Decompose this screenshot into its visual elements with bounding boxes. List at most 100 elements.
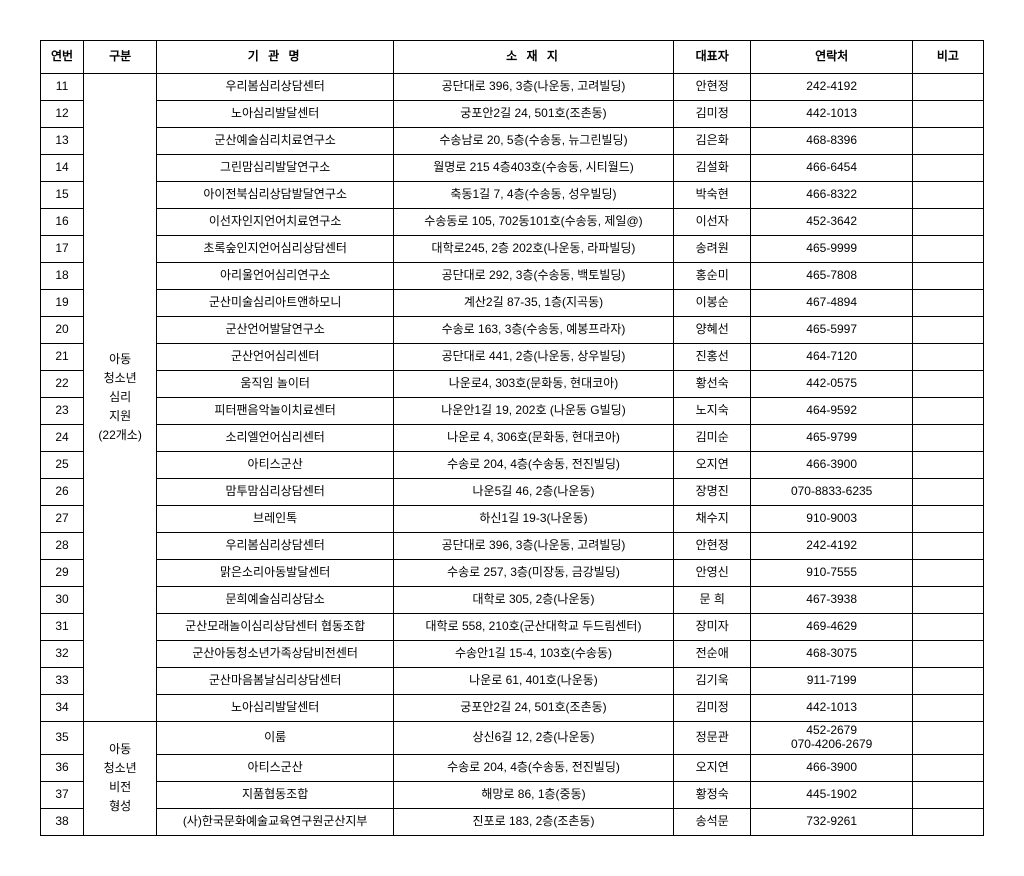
cell-rep: 안현정 — [673, 533, 751, 560]
cell-tel: 452-2679070-4206-2679 — [751, 722, 912, 755]
cell-no: 32 — [41, 641, 84, 668]
table-row: 16이선자인지언어치료연구소수송동로 105, 702동101호(수송동, 제일… — [41, 209, 984, 236]
cell-rep: 이봉순 — [673, 290, 751, 317]
cell-org: 아리울언어심리연구소 — [157, 263, 394, 290]
cell-note — [912, 781, 983, 808]
cell-addr: 수송로 204, 4층(수송동, 전진빌딩) — [394, 452, 674, 479]
cell-rep: 김미정 — [673, 101, 751, 128]
cell-addr: 공단대로 292, 3층(수송동, 백토빌딩) — [394, 263, 674, 290]
cell-note — [912, 344, 983, 371]
cell-rep: 안영신 — [673, 560, 751, 587]
table-row: 36아티스군산수송로 204, 4층(수송동, 전진빌딩)오지연466-3900 — [41, 754, 984, 781]
cell-no: 36 — [41, 754, 84, 781]
cell-rep: 정문관 — [673, 722, 751, 755]
cell-no: 13 — [41, 128, 84, 155]
cell-addr: 나운로4, 303호(문화동, 현대코아) — [394, 371, 674, 398]
cell-no: 11 — [41, 74, 84, 101]
cell-note — [912, 560, 983, 587]
cell-rep: 문 희 — [673, 587, 751, 614]
cell-org: 우리봄심리상담센터 — [157, 74, 394, 101]
table-row: 29맑은소리아동발달센터수송로 257, 3층(미장동, 금강빌딩)안영신910… — [41, 560, 984, 587]
cell-tel: 466-6454 — [751, 155, 912, 182]
cell-rep: 김기욱 — [673, 668, 751, 695]
cell-tel: 910-9003 — [751, 506, 912, 533]
cell-rep: 송석문 — [673, 808, 751, 835]
cell-org: (사)한국문화예술교육연구원군산지부 — [157, 808, 394, 835]
cell-rep: 진홍선 — [673, 344, 751, 371]
cell-rep: 양혜선 — [673, 317, 751, 344]
cell-tel: 464-9592 — [751, 398, 912, 425]
cell-no: 31 — [41, 614, 84, 641]
cell-addr: 수송안1길 15-4, 103호(수송동) — [394, 641, 674, 668]
cell-addr: 나운로 4, 306호(문화동, 현대코아) — [394, 425, 674, 452]
cell-addr: 궁포안2길 24, 501호(조촌동) — [394, 695, 674, 722]
table-row: 28우리봄심리상담센터공단대로 396, 3층(나운동, 고려빌딩)안현정242… — [41, 533, 984, 560]
table-row: 32군산아동청소년가족상담비전센터수송안1길 15-4, 103호(수송동)전순… — [41, 641, 984, 668]
header-no: 연번 — [41, 41, 84, 74]
cell-tel: 465-9999 — [751, 236, 912, 263]
table-row: 14그린맘심리발달연구소월명로 215 4층403호(수송동, 시티월드)김설화… — [41, 155, 984, 182]
cell-tel: 070-8833-6235 — [751, 479, 912, 506]
cell-addr: 나운5길 46, 2층(나운동) — [394, 479, 674, 506]
cell-rep: 박숙현 — [673, 182, 751, 209]
cell-rep: 전순애 — [673, 641, 751, 668]
cell-no: 22 — [41, 371, 84, 398]
cell-org: 맘투맘심리상담센터 — [157, 479, 394, 506]
table-header-row: 연번 구분 기 관 명 소 재 지 대표자 연락처 비고 — [41, 41, 984, 74]
cell-note — [912, 290, 983, 317]
cell-no: 16 — [41, 209, 84, 236]
cell-tel: 468-8396 — [751, 128, 912, 155]
cell-no: 26 — [41, 479, 84, 506]
cell-addr: 수송로 163, 3층(수송동, 예봉프라자) — [394, 317, 674, 344]
cell-tel: 465-5997 — [751, 317, 912, 344]
cell-tel: 465-9799 — [751, 425, 912, 452]
cell-note — [912, 263, 983, 290]
cell-note — [912, 101, 983, 128]
cell-no: 24 — [41, 425, 84, 452]
table-row: 27브레인톡하신1길 19-3(나운동)채수지910-9003 — [41, 506, 984, 533]
table-row: 20군산언어발달연구소수송로 163, 3층(수송동, 예봉프라자)양혜선465… — [41, 317, 984, 344]
table-row: 30문희예술심리상담소대학로 305, 2층(나운동)문 희467-3938 — [41, 587, 984, 614]
cell-note — [912, 209, 983, 236]
cell-rep: 장명진 — [673, 479, 751, 506]
cell-addr: 해망로 86, 1층(중동) — [394, 781, 674, 808]
table-row: 26 맘투맘심리상담센터나운5길 46, 2층(나운동)장명진070-8833-6… — [41, 479, 984, 506]
cell-org: 아이전북심리상담발달연구소 — [157, 182, 394, 209]
cell-note — [912, 398, 983, 425]
cell-tel: 242-4192 — [751, 74, 912, 101]
cell-tel: 910-7555 — [751, 560, 912, 587]
table-row: 23피터팬음악놀이치료센터나운안1길 19, 202호 (나운동 G빌딩)노지숙… — [41, 398, 984, 425]
cell-addr: 축동1길 7, 4층(수송동, 성우빌딩) — [394, 182, 674, 209]
cell-tel: 442-1013 — [751, 101, 912, 128]
cell-tel: 464-7120 — [751, 344, 912, 371]
cell-addr: 상신6길 12, 2층(나운동) — [394, 722, 674, 755]
cell-category: 아동청소년비전형성 — [84, 722, 157, 836]
cell-org: 노아심리발달센터 — [157, 695, 394, 722]
cell-note — [912, 754, 983, 781]
table-row: 33군산마음봄날심리상담센터나운로 61, 401호(나운동)김기욱911-71… — [41, 668, 984, 695]
header-note: 비고 — [912, 41, 983, 74]
cell-org: 초록숲인지언어심리상담센터 — [157, 236, 394, 263]
cell-note — [912, 371, 983, 398]
cell-addr: 계산2길 87-35, 1층(지곡동) — [394, 290, 674, 317]
cell-rep: 황선숙 — [673, 371, 751, 398]
cell-note — [912, 74, 983, 101]
cell-rep: 김미순 — [673, 425, 751, 452]
cell-addr: 수송로 257, 3층(미장동, 금강빌딩) — [394, 560, 674, 587]
cell-org: 아티스군산 — [157, 452, 394, 479]
header-rep: 대표자 — [673, 41, 751, 74]
cell-note — [912, 182, 983, 209]
cell-rep: 김미정 — [673, 695, 751, 722]
cell-note — [912, 452, 983, 479]
table-row: 19군산미술심리아트앤하모니계산2길 87-35, 1층(지곡동)이봉순467-… — [41, 290, 984, 317]
cell-note — [912, 479, 983, 506]
cell-org: 아티스군산 — [157, 754, 394, 781]
cell-tel: 911-7199 — [751, 668, 912, 695]
cell-tel: 468-3075 — [751, 641, 912, 668]
header-org: 기 관 명 — [157, 41, 394, 74]
cell-no: 19 — [41, 290, 84, 317]
cell-note — [912, 641, 983, 668]
header-category: 구분 — [84, 41, 157, 74]
cell-addr: 수송로 204, 4층(수송동, 전진빌딩) — [394, 754, 674, 781]
cell-note — [912, 533, 983, 560]
